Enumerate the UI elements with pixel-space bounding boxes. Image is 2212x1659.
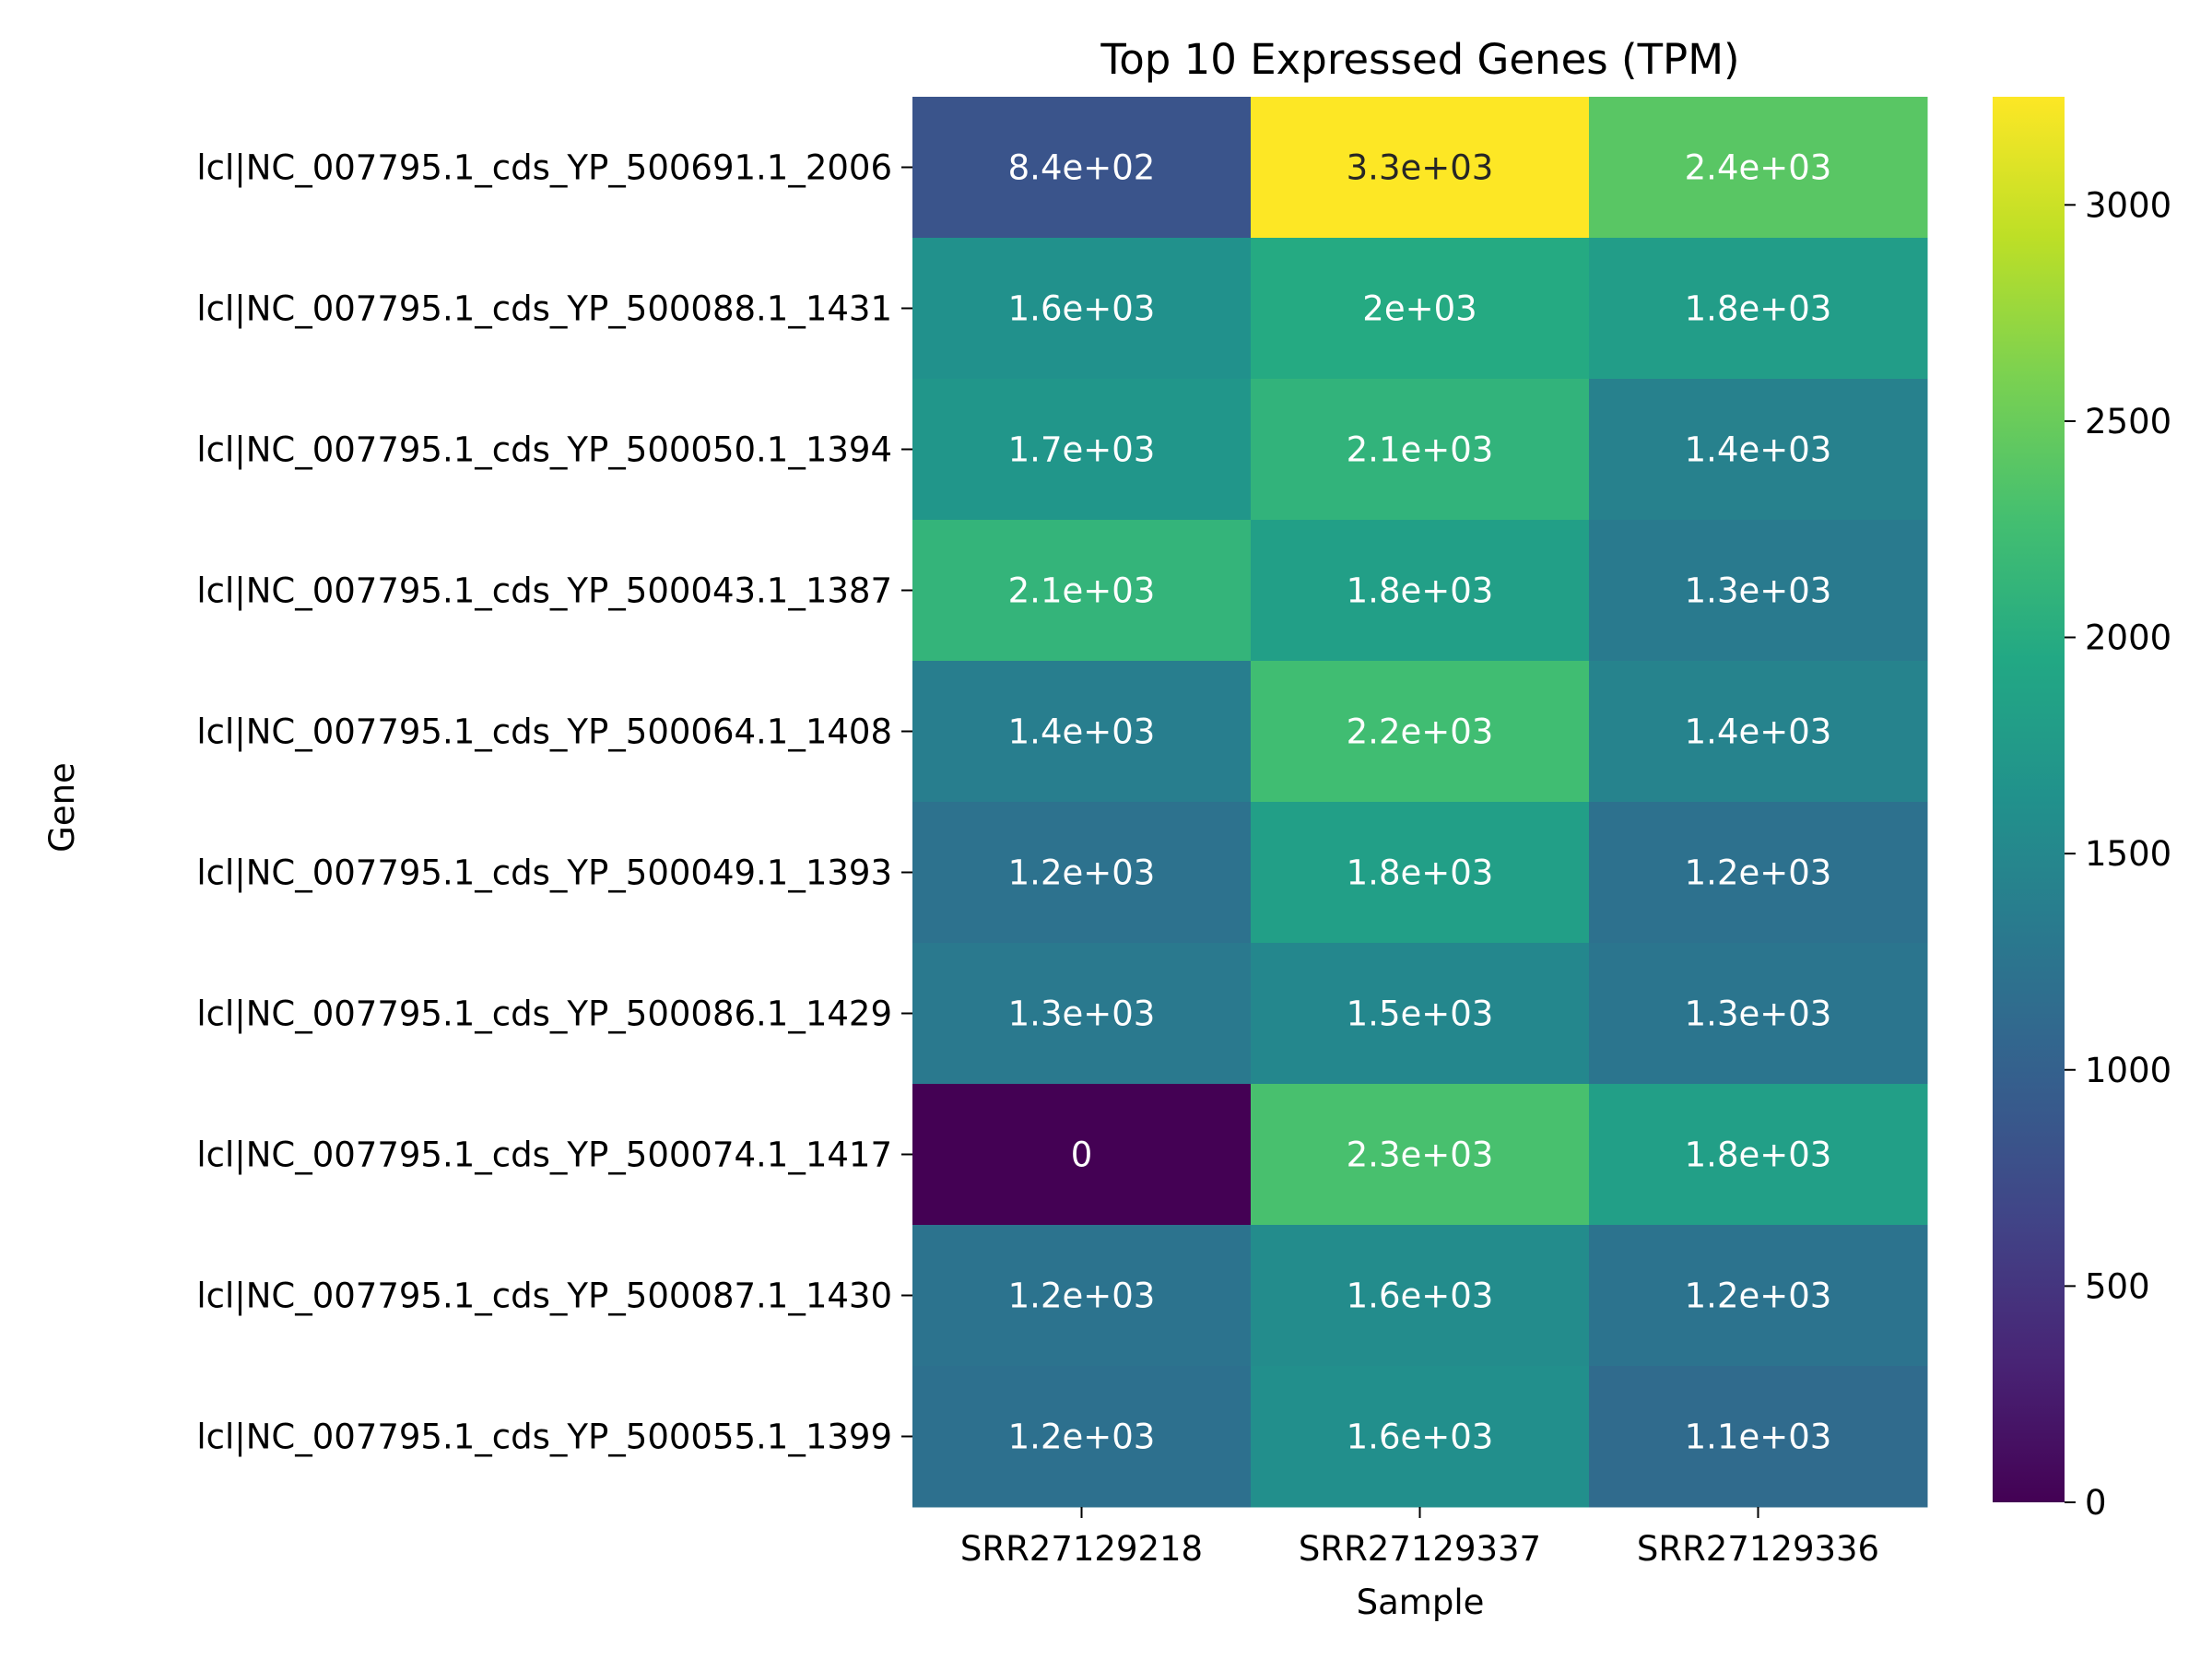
colorbar-tick-label: 2500 [2085, 402, 2171, 441]
heatmap-cell [912, 1084, 1252, 1226]
y-axis-label: Gene [42, 762, 82, 853]
cell-value-label: 1.4e+03 [1008, 712, 1156, 752]
heatmap-cell [1251, 1366, 1590, 1508]
heatmap-cell [1251, 520, 1590, 662]
x-axis-ticks: SRR27129218 SRR27129337 SRR27129336 [960, 1507, 1879, 1569]
heatmap-cell [1589, 379, 1928, 521]
heatmap-cell [912, 238, 1252, 380]
colorbar-tick-label: 500 [2085, 1266, 2150, 1306]
cell-value-label: 1.6e+03 [1347, 1418, 1494, 1457]
cell-value-label: 1.3e+03 [1685, 571, 1832, 611]
heatmap-cell [1589, 238, 1928, 380]
heatmap-cell [912, 802, 1252, 944]
heatmap-cell [1251, 1225, 1590, 1367]
heatmap-cell [1589, 1225, 1928, 1367]
cell-value-label: 1.4e+03 [1685, 430, 1832, 470]
cell-value-label: 3.3e+03 [1347, 148, 1494, 188]
cell-value-label: 2.2e+03 [1347, 712, 1494, 752]
x-tick-label: SRR27129218 [960, 1529, 1203, 1569]
cell-value-label: 1.2e+03 [1685, 1277, 1832, 1316]
cell-value-label: 2e+03 [1362, 289, 1477, 329]
heatmap-cell [1251, 661, 1590, 803]
colorbar-tick-label: 3000 [2085, 185, 2171, 225]
heatmap-cell [1589, 520, 1928, 662]
cell-value-label: 1.8e+03 [1347, 571, 1494, 611]
y-tick-label: lcl|NC_007795.1_cds_YP_500050.1_1394 [196, 430, 892, 470]
chart-title: Top 10 Expressed Genes (TPM) [1100, 35, 1739, 84]
cell-value-label: 1.8e+03 [1685, 289, 1832, 329]
heatmap-cells: 8.4e+02 3.3e+03 2.4e+03 1.6e+03 2e+03 1.8e+03… [912, 97, 1928, 1508]
colorbar-gradient [1993, 97, 2065, 1502]
y-tick-label: lcl|NC_007795.1_cds_YP_500086.1_1429 [196, 994, 892, 1034]
cell-value-label: 1.8e+03 [1347, 853, 1494, 893]
y-tick-label: lcl|NC_007795.1_cds_YP_500074.1_1417 [196, 1135, 892, 1175]
y-tick-label: lcl|NC_007795.1_cds_YP_500055.1_1399 [196, 1418, 892, 1457]
y-tick-label: lcl|NC_007795.1_cds_YP_500043.1_1387 [196, 571, 892, 611]
colorbar-tick-label: 0 [2085, 1483, 2107, 1523]
cell-value-label: 1.6e+03 [1008, 289, 1156, 329]
y-tick-label: lcl|NC_007795.1_cds_YP_500087.1_1430 [196, 1277, 892, 1316]
x-tick-label: SRR27129336 [1637, 1529, 1879, 1569]
cell-value-label: 2.4e+03 [1685, 148, 1832, 188]
heatmap-cell [1251, 379, 1590, 521]
heatmap-cell [1251, 943, 1590, 1085]
cell-value-label: 1.4e+03 [1685, 712, 1832, 752]
cell-value-label: 2.1e+03 [1008, 571, 1156, 611]
cell-value-label: 1.2e+03 [1008, 853, 1156, 893]
heatmap-cell [912, 943, 1252, 1085]
heatmap-cell [912, 520, 1252, 662]
y-tick-label: lcl|NC_007795.1_cds_YP_500088.1_1431 [196, 289, 892, 329]
cell-value-label: 1.7e+03 [1008, 430, 1156, 470]
cell-value-label: 1.2e+03 [1008, 1277, 1156, 1316]
cell-value-label: 1.8e+03 [1685, 1135, 1832, 1175]
x-tick-label: SRR27129337 [1299, 1529, 1541, 1569]
heatmap-cell [1589, 1366, 1928, 1508]
heatmap-cell [1589, 943, 1928, 1085]
heatmap-cell [1251, 238, 1590, 380]
colorbar-tick-label: 1500 [2085, 834, 2171, 874]
colorbar-tick-label: 1000 [2085, 1051, 2171, 1090]
heatmap-cell [1251, 97, 1590, 239]
heatmap-cell [912, 1366, 1252, 1508]
cell-value-label: 2.1e+03 [1347, 430, 1494, 470]
heatmap-cell [1589, 1084, 1928, 1226]
cell-value-label: 1.2e+03 [1685, 853, 1832, 893]
colorbar: 0 500 1000 1500 2000 2500 3000 [1993, 97, 2171, 1523]
cell-value-label: 8.4e+02 [1008, 148, 1156, 188]
y-tick-label: lcl|NC_007795.1_cds_YP_500691.1_2006 [196, 148, 892, 188]
cell-value-label: 1.2e+03 [1008, 1418, 1156, 1457]
cell-value-label: 1.5e+03 [1347, 994, 1494, 1034]
cell-value-label: 1.1e+03 [1685, 1418, 1832, 1457]
y-tick-label: lcl|NC_007795.1_cds_YP_500049.1_1393 [196, 853, 892, 893]
cell-value-label: 1.3e+03 [1685, 994, 1832, 1034]
heatmap-cell [1251, 1084, 1590, 1226]
heatmap-cell [912, 661, 1252, 803]
heatmap-cell [1589, 802, 1928, 944]
y-axis-ticks: lcl|NC_007795.1_cds_YP_500691.1_2006 lcl|… [196, 148, 912, 1457]
heatmap-cell [1589, 97, 1928, 239]
x-axis-label: Sample [1357, 1583, 1485, 1622]
y-tick-label: lcl|NC_007795.1_cds_YP_500064.1_1408 [196, 712, 892, 752]
cell-value-label: 0 [1071, 1135, 1093, 1175]
heatmap-cell [1589, 661, 1928, 803]
cell-value-label: 1.6e+03 [1347, 1277, 1494, 1316]
colorbar-ticks: 0 500 1000 1500 2000 2500 3000 [2065, 185, 2171, 1523]
colorbar-tick-label: 2000 [2085, 618, 2171, 658]
cell-value-label: 1.3e+03 [1008, 994, 1156, 1034]
heatmap-cell [912, 379, 1252, 521]
heatmap-cell [912, 97, 1252, 239]
heatmap-cell [1251, 802, 1590, 944]
cell-value-label: 2.3e+03 [1347, 1135, 1494, 1175]
heatmap-cell [912, 1225, 1252, 1367]
